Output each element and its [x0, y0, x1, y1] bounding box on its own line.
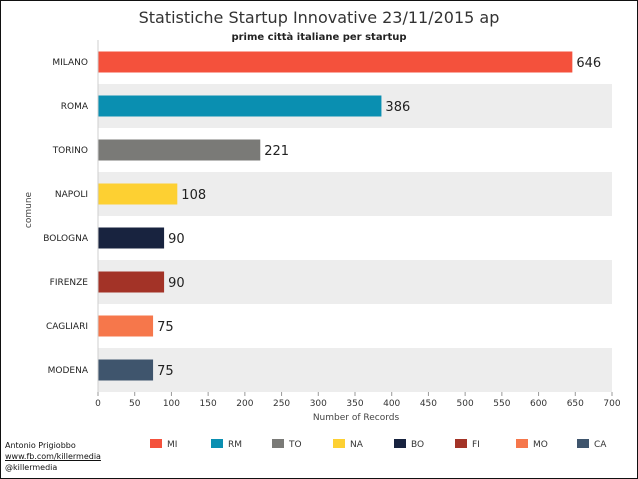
- legend-label: TO: [288, 440, 302, 450]
- legend-swatch: [455, 439, 467, 448]
- x-tick-label: 450: [420, 399, 437, 409]
- credits-link[interactable]: www.fb.com/killermedia: [5, 452, 101, 461]
- value-label: 386: [385, 100, 410, 115]
- x-tick-label: 550: [493, 399, 510, 409]
- credits-handle: @killermedia: [5, 463, 58, 472]
- category-label: MILANO: [52, 58, 88, 68]
- bar-milano: [98, 51, 573, 73]
- legend-label: MO: [533, 440, 548, 450]
- legend-label: MI: [167, 440, 177, 450]
- x-tick-label: 150: [200, 399, 217, 409]
- bar-firenze: [98, 271, 165, 293]
- row-band: [98, 260, 612, 304]
- bar-modena: [98, 359, 154, 381]
- credits: Antonio Prigiobbo www.fb.com/killermedia…: [5, 440, 101, 473]
- category-label: TORINO: [52, 146, 88, 156]
- x-tick-label: 0: [95, 399, 101, 409]
- x-tick-label: 600: [530, 399, 547, 409]
- credits-author: Antonio Prigiobbo: [5, 441, 76, 450]
- legend-swatch: [150, 439, 162, 448]
- chart-title: Statistiche Startup Innovative 23/11/201…: [138, 8, 500, 27]
- legend-swatch: [333, 439, 345, 448]
- legend-swatch: [516, 439, 528, 448]
- bar-cagliari: [98, 315, 154, 337]
- x-tick-label: 300: [310, 399, 327, 409]
- legend-label: BO: [411, 440, 424, 450]
- value-label: 75: [157, 320, 174, 335]
- legend-swatch: [394, 439, 406, 448]
- category-label: MODENA: [48, 366, 89, 376]
- x-tick-label: 200: [236, 399, 253, 409]
- legend-label: NA: [350, 440, 364, 450]
- value-label: 646: [576, 56, 601, 71]
- x-tick-label: 100: [163, 399, 180, 409]
- bar-torino: [98, 139, 261, 161]
- x-tick-label: 350: [346, 399, 363, 409]
- category-label: NAPOLI: [55, 190, 88, 200]
- x-tick-label: 400: [383, 399, 400, 409]
- value-label: 75: [157, 364, 174, 379]
- legend-swatch: [577, 439, 589, 448]
- y-axis-label: comune: [24, 191, 34, 228]
- legend-swatch: [211, 439, 223, 448]
- value-label: 108: [181, 188, 206, 203]
- category-label: BOLOGNA: [43, 234, 89, 244]
- value-label: 90: [168, 276, 185, 291]
- x-tick-label: 500: [457, 399, 474, 409]
- legend-label: RM: [228, 440, 242, 450]
- chart-subtitle: prime città italiane per startup: [231, 32, 407, 43]
- value-label: 90: [168, 232, 185, 247]
- x-axis-label: Number of Records: [313, 413, 400, 423]
- category-label: CAGLIARI: [46, 322, 88, 332]
- x-tick-label: 50: [129, 399, 141, 409]
- value-label: 221: [264, 144, 289, 159]
- x-tick-label: 250: [273, 399, 290, 409]
- bar-bologna: [98, 227, 165, 249]
- legend-swatch: [272, 439, 284, 448]
- row-band: [98, 348, 612, 392]
- row-band: [98, 172, 612, 216]
- category-label: ROMA: [61, 102, 89, 112]
- x-tick-label: 650: [567, 399, 584, 409]
- category-label: FIRENZE: [50, 278, 89, 288]
- bar-roma: [98, 95, 382, 117]
- legend-label: CA: [594, 440, 607, 450]
- legend-label: FI: [472, 440, 480, 450]
- bar-napoli: [98, 183, 178, 205]
- x-tick-label: 700: [603, 399, 620, 409]
